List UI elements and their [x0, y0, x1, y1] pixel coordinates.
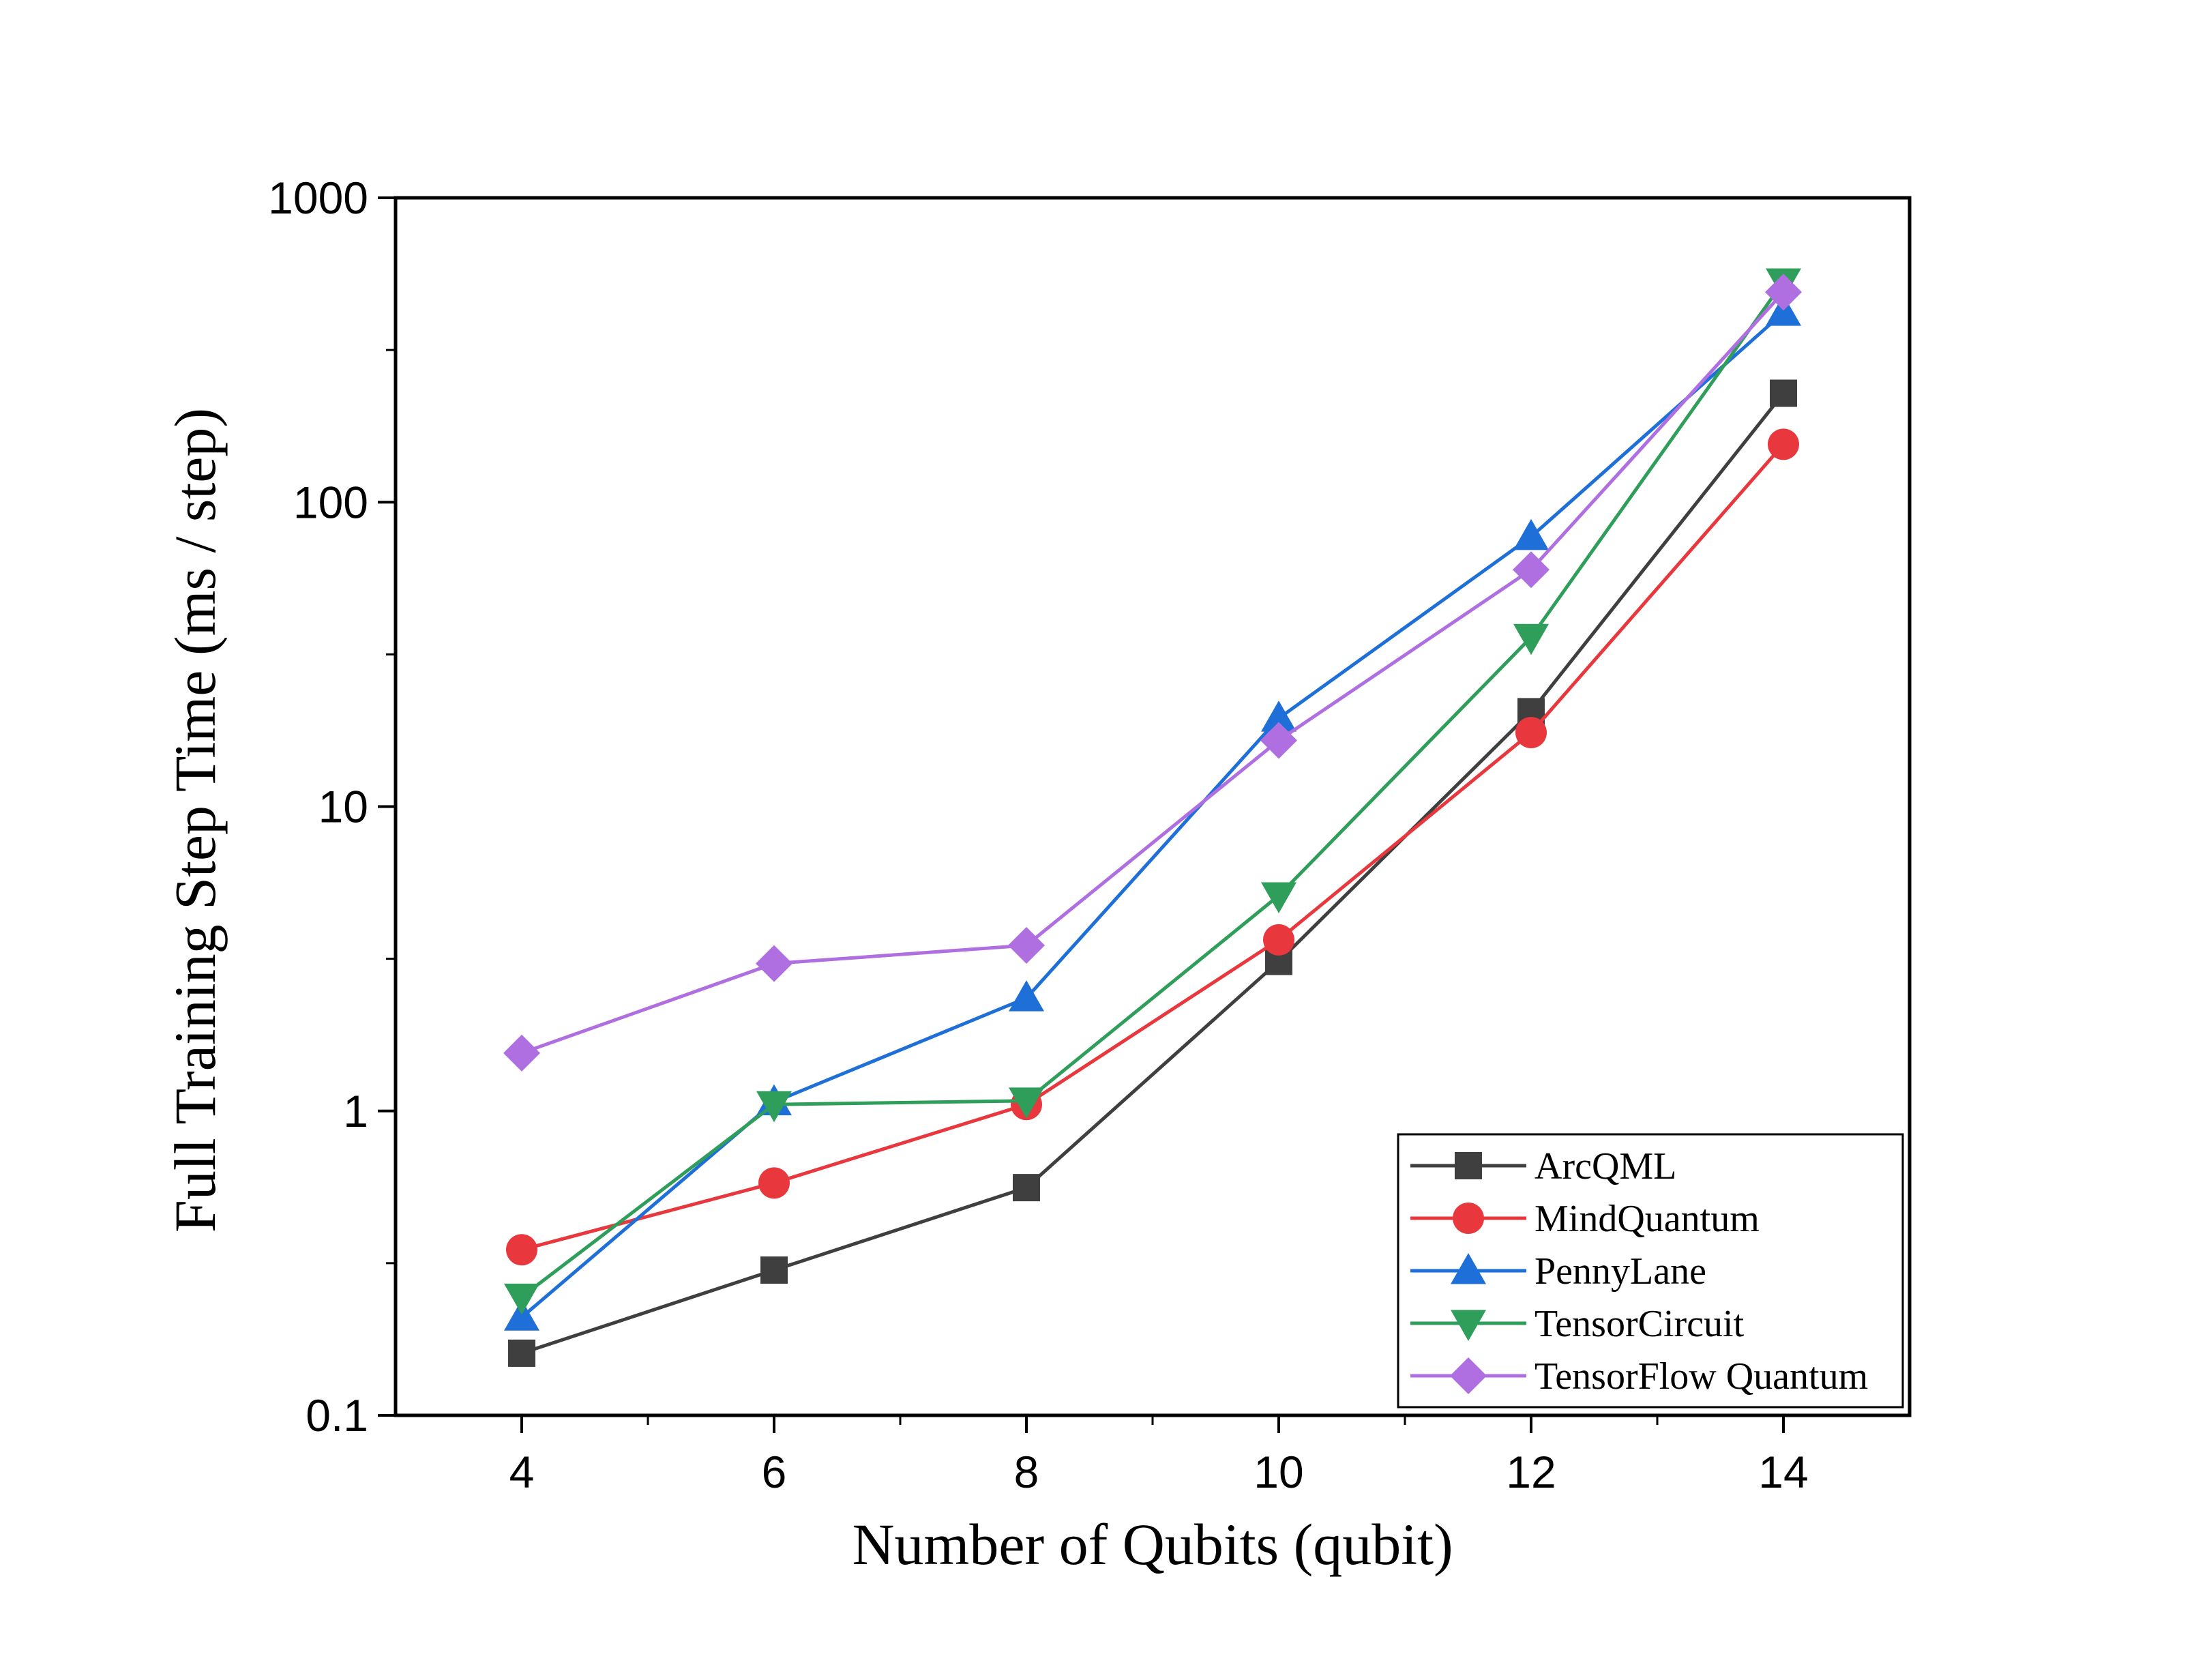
y-tick-labels: 0.1 1 10 100 1000 [268, 173, 368, 1441]
data-point [1013, 1174, 1040, 1202]
y-tick-label: 1000 [268, 173, 368, 223]
data-point [1260, 722, 1297, 759]
data-point [756, 1091, 792, 1123]
legend-item: ArcQML [1410, 1145, 1676, 1188]
legend-label: ArcQML [1535, 1145, 1676, 1188]
data-point [760, 1256, 788, 1284]
legend-marker [1453, 1203, 1484, 1234]
data-point [503, 1034, 540, 1072]
data-point [1009, 980, 1044, 1012]
x-tick-label: 10 [1254, 1447, 1303, 1497]
series-line [520, 280, 1785, 1299]
series-tensorflow-quantum [503, 274, 1802, 1072]
data-point [756, 945, 792, 982]
legend-item: TensorCircuit [1410, 1303, 1745, 1345]
y-axis-title: Full Training Step Time (ms / step) [162, 408, 228, 1233]
y-tick-label: 1 [343, 1086, 368, 1136]
data-point [1513, 518, 1549, 550]
data-point [504, 1283, 539, 1315]
data-point [1768, 428, 1799, 460]
x-tick-label: 4 [509, 1447, 535, 1497]
y-tick-label: 0.1 [306, 1390, 368, 1441]
series-layer [503, 268, 1802, 1367]
legend-marker [1451, 1310, 1486, 1341]
series-mindquantum [506, 428, 1799, 1266]
y-tick-label: 10 [318, 782, 368, 832]
legend-marker [1450, 1357, 1487, 1394]
data-point [758, 1167, 790, 1199]
x-tick-label: 14 [1758, 1447, 1808, 1497]
legend-item: MindQuantum [1410, 1198, 1760, 1240]
series-line [521, 392, 1785, 1355]
data-point [1263, 924, 1294, 956]
data-point [504, 1299, 539, 1331]
data-point [1008, 926, 1045, 964]
data-point [1770, 379, 1797, 407]
data-point [1513, 551, 1550, 589]
legend-label: TensorFlow Quantum [1535, 1355, 1868, 1398]
legend-label: TensorCircuit [1535, 1303, 1745, 1345]
x-axis-title: Number of Qubits (qubit) [852, 1512, 1453, 1577]
x-tick-label: 8 [1014, 1447, 1039, 1497]
x-tick-label: 12 [1506, 1447, 1556, 1497]
x-tick-labels: 4 6 8 10 12 14 [509, 1447, 1809, 1497]
legend-label: PennyLane [1535, 1250, 1706, 1293]
series-line [521, 291, 1785, 1055]
data-point [1261, 701, 1296, 732]
legend-item: TensorFlow Quantum [1410, 1355, 1868, 1398]
data-point [1009, 1087, 1044, 1119]
plot-frame [394, 196, 1912, 1417]
data-point [1513, 623, 1549, 655]
data-point [1765, 274, 1802, 311]
x-tick-label: 6 [762, 1447, 787, 1497]
data-point [1515, 717, 1547, 749]
legend-item: PennyLane [1410, 1250, 1706, 1293]
legend: ArcQML MindQuantum PennyLane TensorCircuit T… [1397, 1133, 1904, 1409]
legend-marker [1451, 1253, 1486, 1284]
data-point [508, 1339, 535, 1367]
y-tick-label: 100 [293, 477, 368, 527]
data-point [1261, 882, 1296, 913]
series-arcqml [508, 379, 1797, 1367]
series-line [521, 443, 1785, 1252]
legend-label: MindQuantum [1535, 1198, 1760, 1240]
legend-marker [1455, 1152, 1482, 1179]
data-point [506, 1234, 537, 1266]
